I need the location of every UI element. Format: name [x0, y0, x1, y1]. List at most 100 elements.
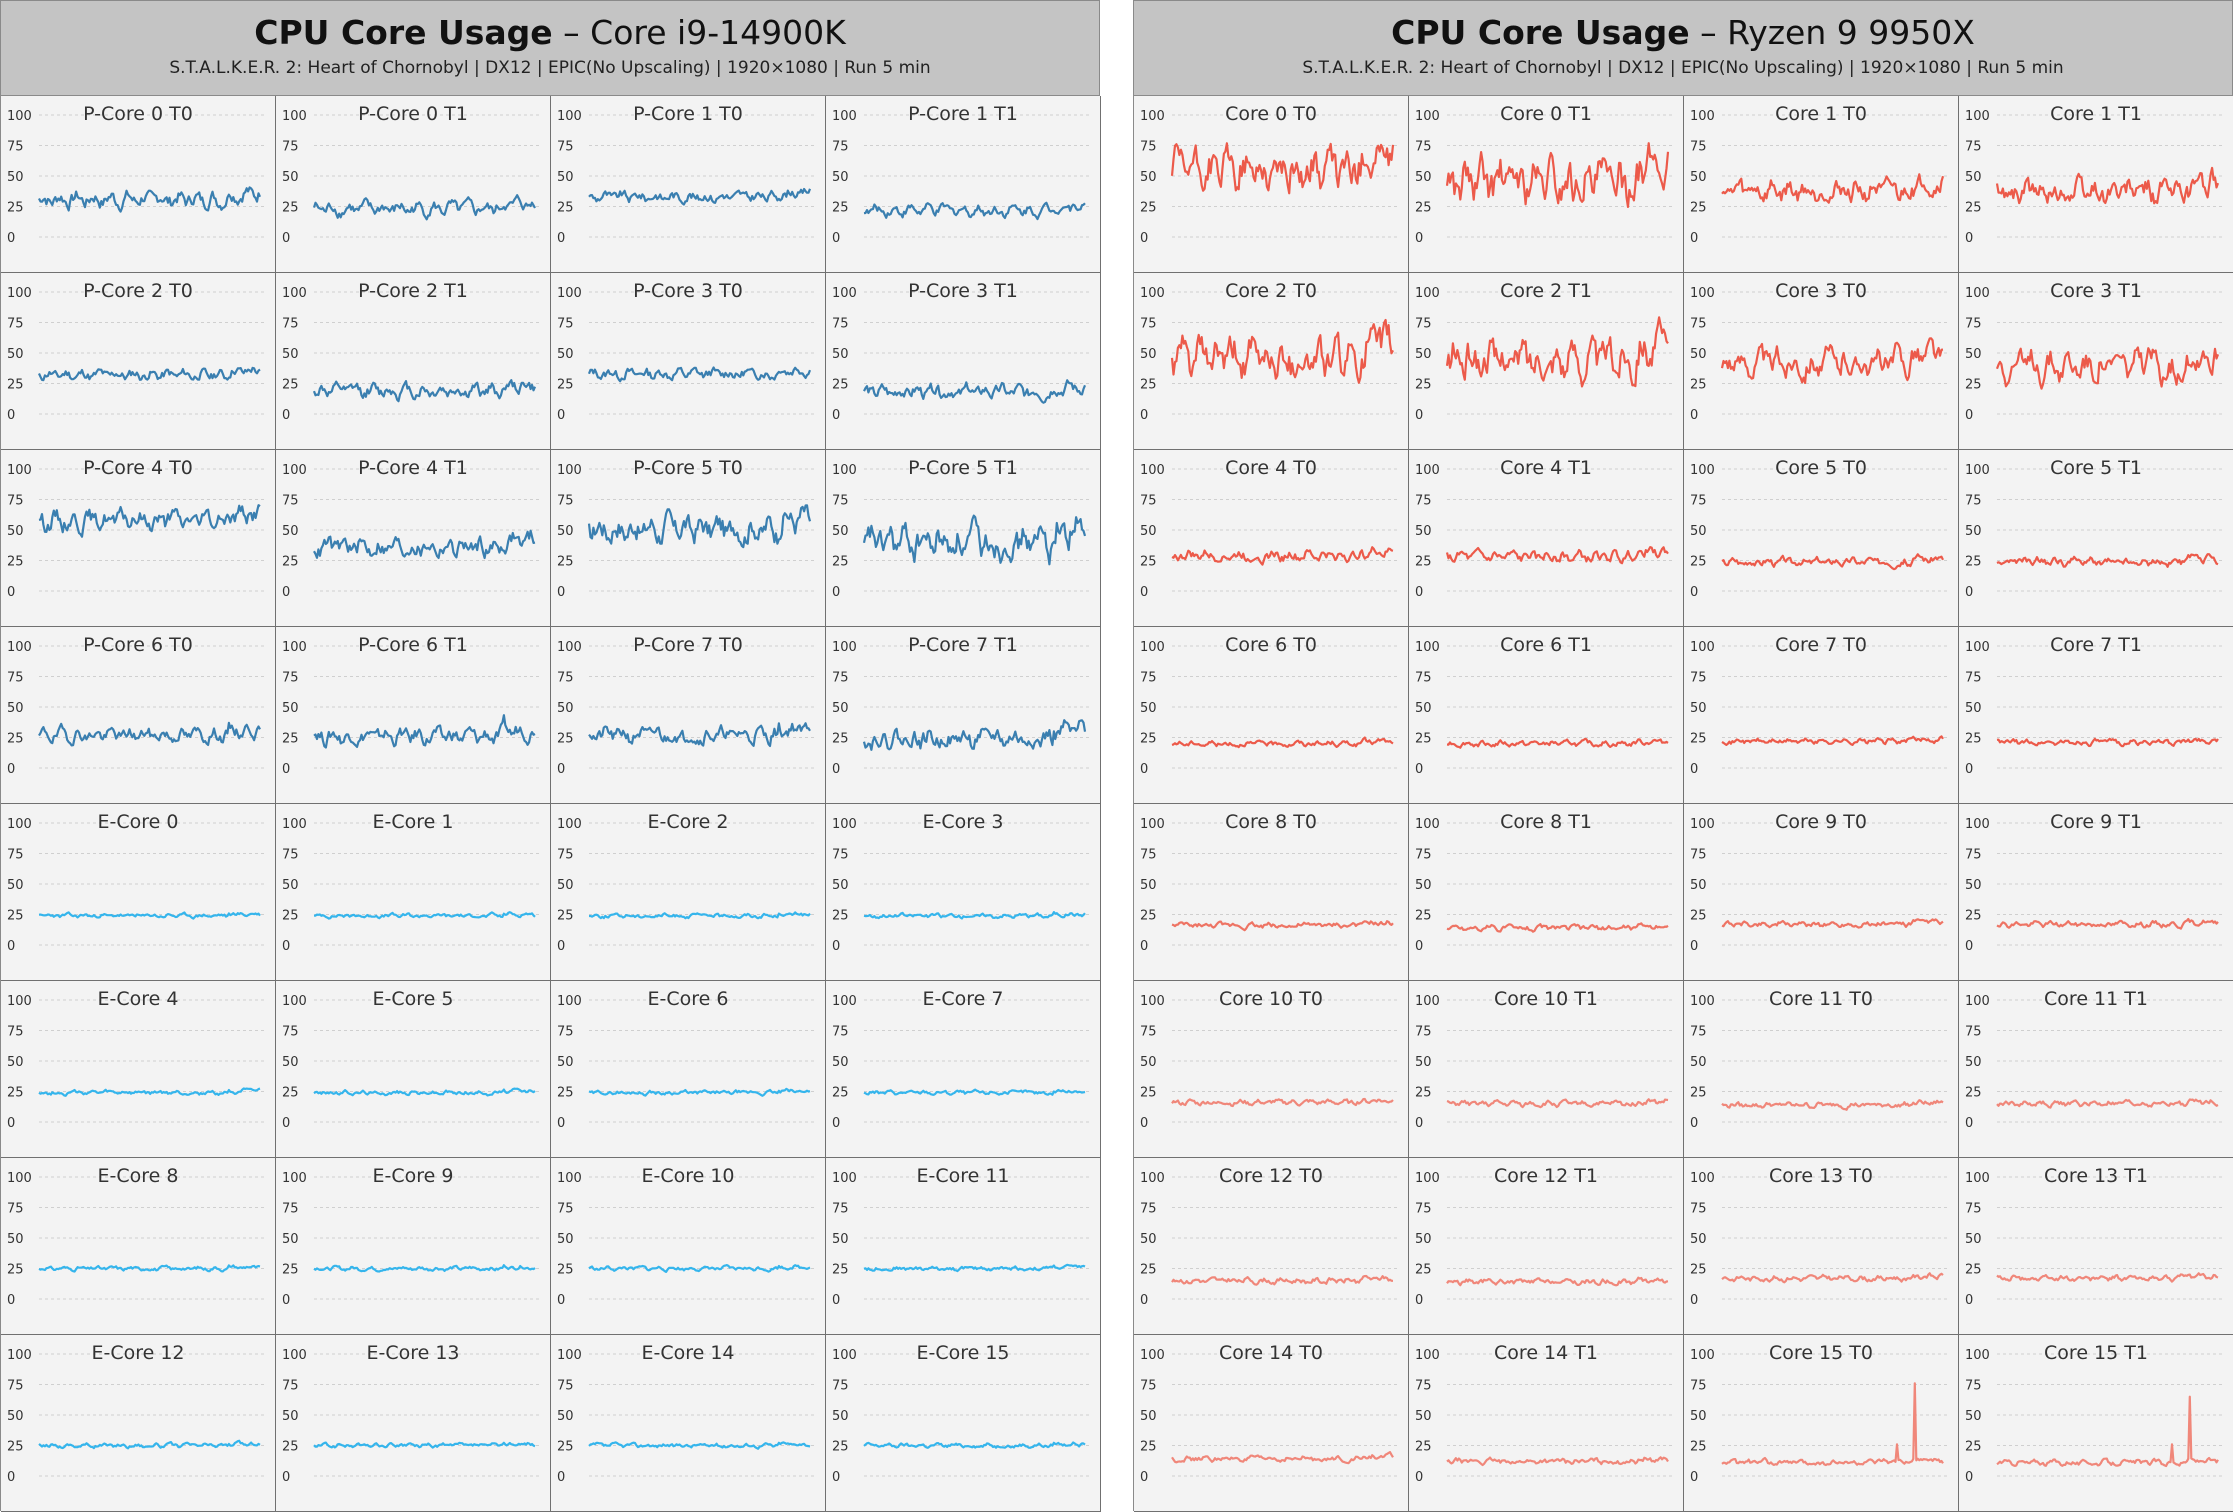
core-chart-title: P-Core 0 T0 — [83, 103, 193, 125]
core-chart-svg: 0 25 50 75 100 — [1690, 1171, 1949, 1308]
core-chart: 0 25 50 75 100 Core 7 T1 — [1959, 627, 2233, 804]
y-tick-label: 50 — [282, 1409, 299, 1424]
usage-series-line — [1171, 1097, 1394, 1108]
usage-series-line — [1171, 1274, 1393, 1286]
y-tick-label: 50 — [1690, 170, 1707, 185]
y-tick-label: 50 — [1965, 1409, 1982, 1424]
y-tick-label: 25 — [832, 378, 849, 393]
y-tick-label: 75 — [282, 848, 299, 863]
y-tick-label: 25 — [1140, 378, 1157, 393]
y-tick-label: 50 — [282, 878, 299, 893]
core-chart-svg: 0 25 50 75 100 — [557, 640, 816, 777]
core-chart-svg: 0 25 50 75 100 — [1965, 286, 2224, 423]
core-chart: 0 25 50 75 100 Core 3 T0 — [1684, 273, 1959, 450]
y-tick-label: 0 — [557, 939, 565, 954]
y-tick-label: 50 — [282, 1055, 299, 1070]
core-chart: 0 25 50 75 100 P-Core 6 T0 — [1, 627, 276, 804]
core-chart: 0 25 50 75 100 Core 15 T0 — [1684, 1335, 1959, 1512]
y-tick-label: 100 — [1965, 463, 1990, 478]
usage-series-line — [313, 714, 536, 749]
y-tick-label: 75 — [1415, 1025, 1432, 1040]
y-tick-label: 100 — [1415, 640, 1440, 655]
y-tick-label: 75 — [7, 1202, 24, 1217]
core-chart-svg: 0 25 50 75 100 — [557, 1348, 816, 1485]
y-tick-label: 0 — [1140, 1116, 1148, 1131]
core-chart: 0 25 50 75 100 E-Core 12 — [1, 1335, 276, 1512]
y-tick-label: 100 — [1415, 994, 1440, 1009]
y-tick-label: 75 — [1690, 1202, 1707, 1217]
y-tick-label: 100 — [1690, 994, 1715, 1009]
y-tick-label: 0 — [832, 231, 840, 246]
usage-series-line — [38, 911, 261, 920]
y-tick-label: 50 — [557, 701, 574, 716]
core-chart-title: Core 13 T0 — [1769, 1165, 1873, 1187]
y-tick-label: 0 — [1690, 939, 1698, 954]
y-tick-label: 0 — [282, 939, 290, 954]
core-chart-svg: 0 25 50 75 100 — [1415, 817, 1674, 954]
usage-series-line — [38, 186, 262, 213]
core-chart: 0 25 50 75 100 P-Core 2 T0 — [1, 273, 276, 450]
core-chart: 0 25 50 75 100 E-Core 2 — [551, 804, 826, 981]
y-tick-label: 25 — [1415, 378, 1432, 393]
core-chart-svg: 0 25 50 75 100 — [1690, 817, 1949, 954]
core-chart-title: P-Core 2 T1 — [358, 280, 468, 302]
core-chart-title: E-Core 8 — [97, 1165, 179, 1187]
core-chart: 0 25 50 75 100 P-Core 7 T0 — [551, 627, 826, 804]
core-chart-title: P-Core 4 T1 — [358, 457, 468, 479]
y-tick-label: 100 — [1965, 109, 1990, 124]
y-tick-label: 100 — [832, 109, 857, 124]
y-tick-label: 75 — [1140, 140, 1157, 155]
y-tick-label: 25 — [832, 555, 849, 570]
y-tick-label: 25 — [282, 201, 299, 216]
y-tick-label: 100 — [7, 109, 32, 124]
y-tick-label: 50 — [557, 524, 574, 539]
y-tick-label: 25 — [1690, 378, 1707, 393]
usage-series-line — [313, 529, 536, 560]
y-tick-label: 50 — [1140, 1055, 1157, 1070]
core-chart: 0 25 50 75 100 E-Core 3 — [826, 804, 1101, 981]
y-tick-label: 25 — [7, 909, 24, 924]
y-tick-label: 50 — [1140, 170, 1157, 185]
y-tick-label: 25 — [7, 201, 24, 216]
y-tick-label: 75 — [1140, 1025, 1157, 1040]
y-tick-label: 50 — [1965, 170, 1982, 185]
core-chart-title: Core 15 T1 — [2044, 1342, 2148, 1364]
y-tick-label: 0 — [832, 585, 840, 600]
y-tick-label: 100 — [832, 994, 857, 1009]
y-tick-label: 75 — [557, 140, 574, 155]
core-chart-title: Core 11 T1 — [2044, 988, 2148, 1010]
y-tick-label: 25 — [1415, 732, 1432, 747]
core-chart-svg: 0 25 50 75 100 — [832, 463, 1091, 600]
y-tick-label: 100 — [557, 640, 582, 655]
y-tick-label: 75 — [1965, 1379, 1982, 1394]
core-chart-title: E-Core 3 — [922, 811, 1004, 833]
y-tick-label: 100 — [7, 640, 32, 655]
y-tick-label: 0 — [557, 762, 565, 777]
y-tick-label: 75 — [1965, 1202, 1982, 1217]
y-tick-label: 25 — [1140, 732, 1157, 747]
y-tick-label: 100 — [7, 994, 32, 1009]
core-chart-title: E-Core 9 — [372, 1165, 454, 1187]
core-chart-svg: 0 25 50 75 100 — [1140, 286, 1399, 423]
y-tick-label: 100 — [832, 1348, 857, 1363]
y-tick-label: 100 — [1690, 1348, 1715, 1363]
y-tick-label: 50 — [557, 1055, 574, 1070]
core-chart-svg: 0 25 50 75 100 — [1140, 640, 1399, 777]
y-tick-label: 50 — [1965, 701, 1982, 716]
core-chart-svg: 0 25 50 75 100 — [557, 109, 816, 246]
core-chart: 0 25 50 75 100 E-Core 0 — [1, 804, 276, 981]
y-tick-label: 50 — [1140, 701, 1157, 716]
y-tick-label: 100 — [557, 994, 582, 1009]
core-chart-svg: 0 25 50 75 100 — [1965, 109, 2224, 246]
y-tick-label: 50 — [1415, 170, 1432, 185]
core-chart-title: E-Core 4 — [97, 988, 179, 1010]
y-tick-label: 25 — [557, 1440, 574, 1455]
core-chart: 0 25 50 75 100 P-Core 0 T0 — [1, 96, 276, 273]
y-tick-label: 0 — [1415, 231, 1423, 246]
y-tick-label: 100 — [1140, 286, 1165, 301]
core-chart: 0 25 50 75 100 P-Core 4 T1 — [276, 450, 551, 627]
y-tick-label: 50 — [1415, 524, 1432, 539]
y-tick-label: 100 — [1690, 286, 1715, 301]
y-tick-label: 0 — [557, 585, 565, 600]
usage-series-line — [1446, 1276, 1669, 1287]
